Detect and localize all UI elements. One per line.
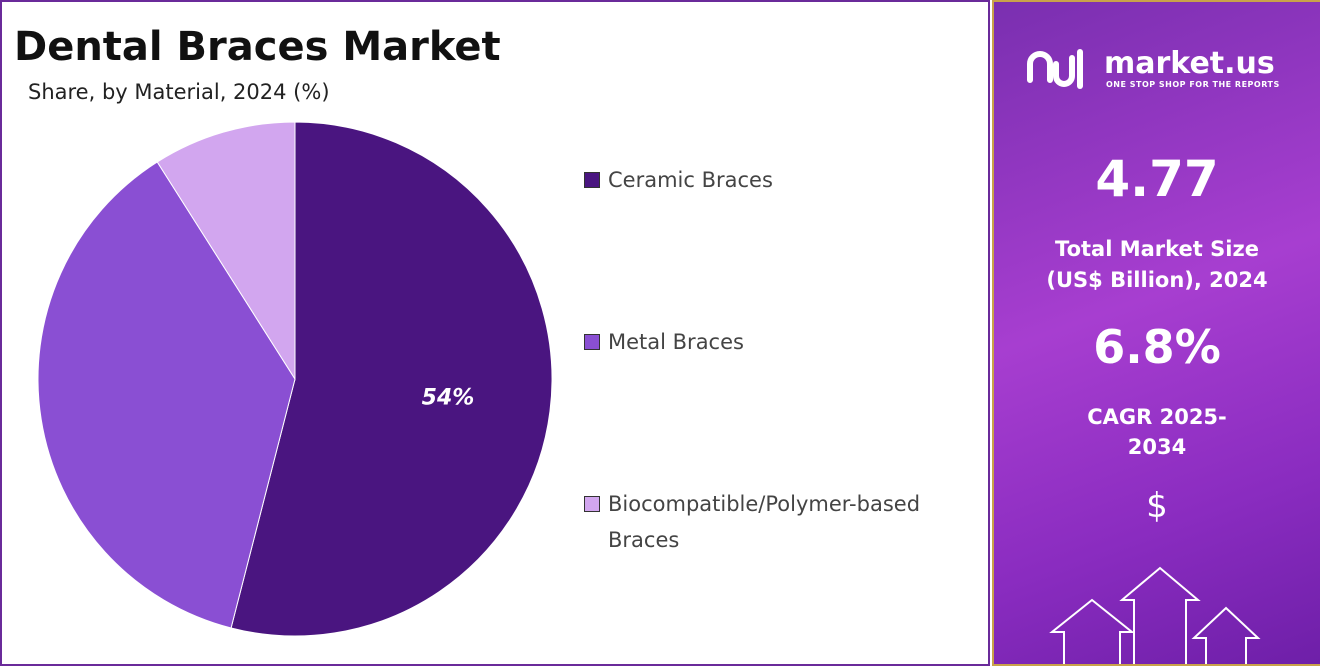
chart: 54%	[37, 121, 553, 637]
legend-item: Biocompatible/Polymer-based Braces	[584, 486, 998, 558]
market-size: 4.77	[1095, 150, 1219, 208]
chart-panel: 54% Dental Braces Market Share, by Mater…	[0, 0, 990, 666]
logo-icon	[1027, 49, 1083, 89]
tagline: ONE STOP SHOP FOR THE REPORTS	[1106, 80, 1280, 89]
currency-icon: $	[1146, 486, 1168, 526]
legend-item: Ceramic Braces	[584, 162, 998, 198]
chart-subtitle: Share, by Material, 2024 (%)	[28, 80, 330, 104]
chart-title: Dental Braces Market	[14, 24, 501, 70]
legend-label: Metal Braces	[608, 330, 744, 354]
legend-swatch	[584, 496, 600, 512]
legend-swatch	[584, 334, 600, 350]
pie-slice	[230, 121, 553, 637]
legend-item: Metal Braces	[584, 324, 998, 360]
market-size-label: Total Market Size (US$ Billion), 2024	[1046, 237, 1268, 292]
pie-slice	[156, 121, 296, 381]
cagr-label: CAGR 2025-2034	[1087, 405, 1227, 459]
legend-swatch	[584, 172, 600, 188]
legend-label: Biocompatible/Polymer-based Braces	[608, 492, 921, 552]
arrows	[1049, 566, 1261, 664]
legend-label: Ceramic Braces	[608, 168, 773, 192]
brand: market.us	[1104, 46, 1275, 81]
info-panel: market.us ONE STOP SHOP FOR THE REPORTS …	[992, 0, 1320, 666]
cagr: 6.8%	[1093, 320, 1221, 374]
data-label: 54%	[422, 385, 475, 410]
decoration	[1027, 49, 1261, 664]
